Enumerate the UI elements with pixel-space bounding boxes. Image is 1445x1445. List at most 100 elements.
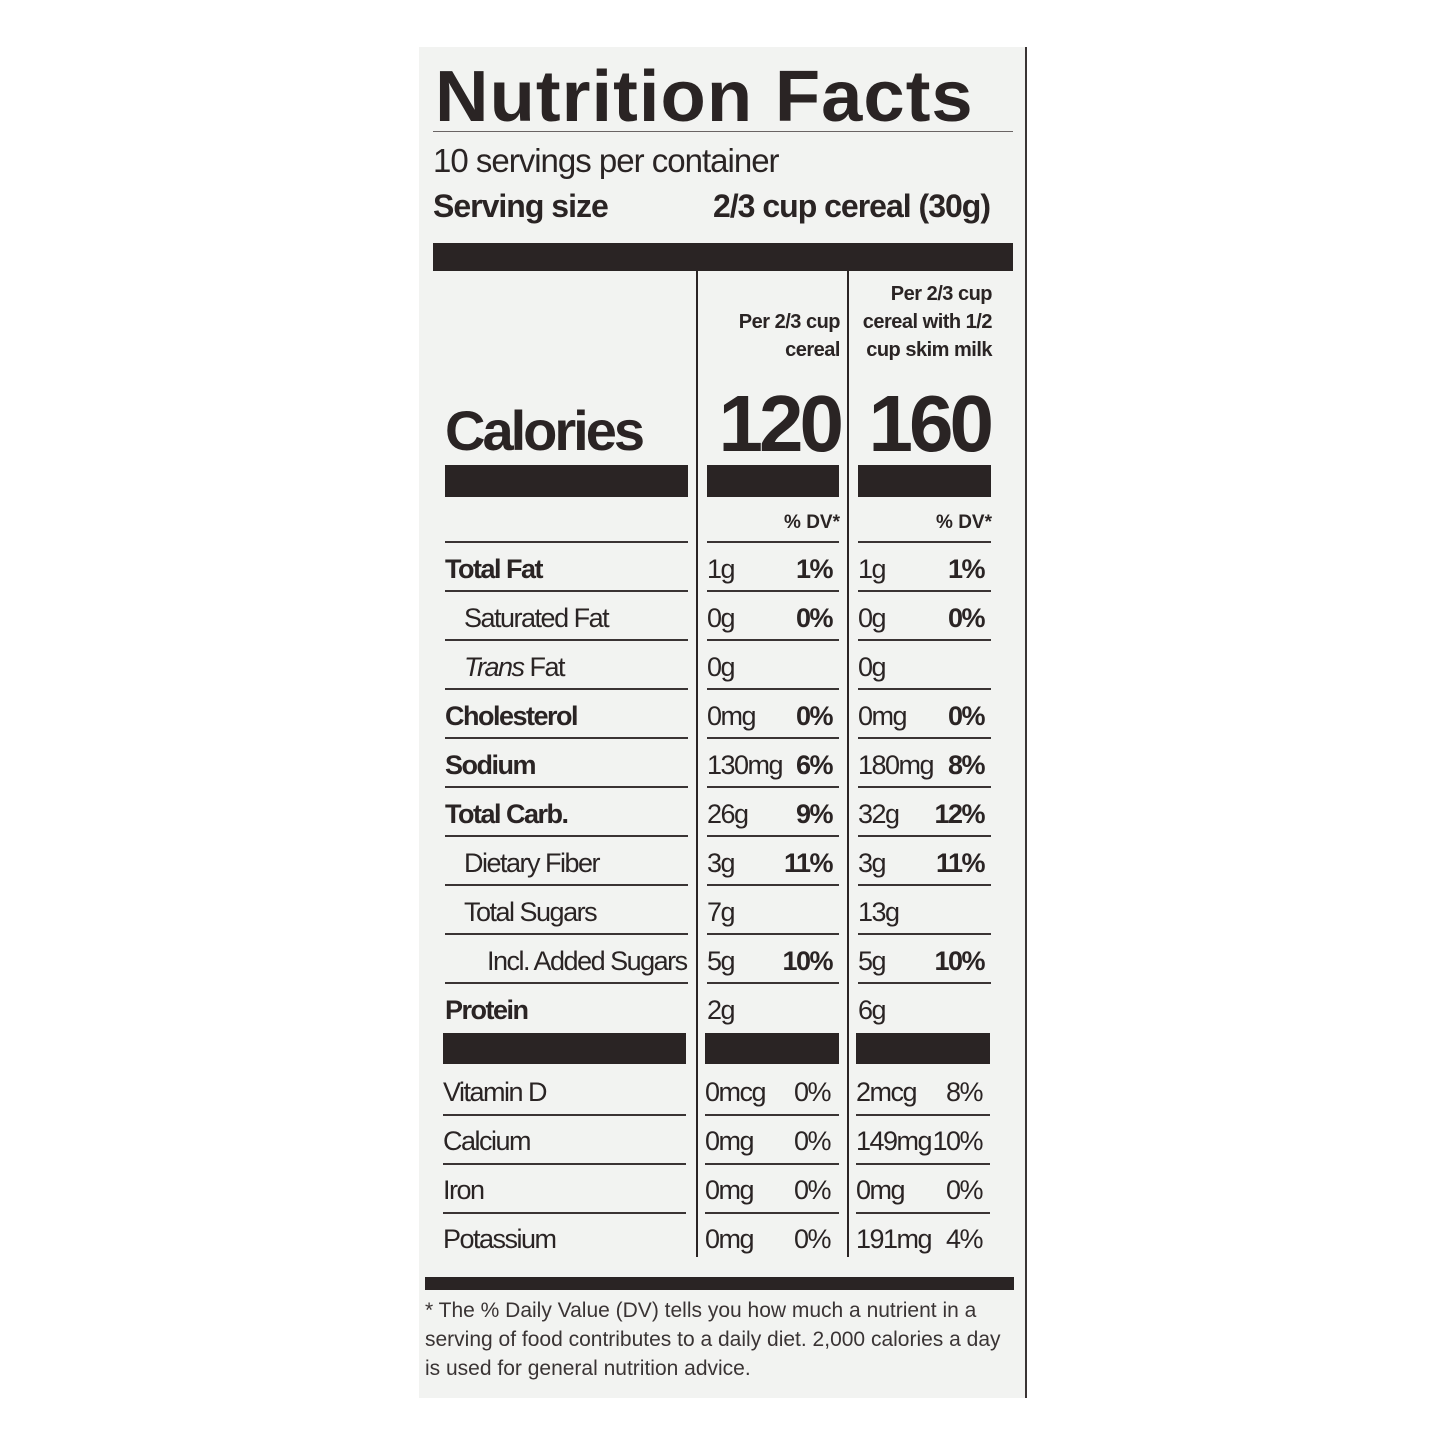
- row-divider: [707, 639, 839, 641]
- amount: 191mg: [856, 1224, 933, 1254]
- row-divider: [858, 884, 991, 886]
- row-divider: [445, 982, 688, 984]
- row-divider: [858, 737, 991, 739]
- header-line: Per 2/3 cup: [890, 283, 993, 305]
- amount: 7g: [707, 897, 736, 927]
- row-divider: [856, 1163, 990, 1165]
- daily-value: 0%: [793, 1077, 832, 1107]
- daily-value: 8%: [945, 1077, 984, 1107]
- amount: 3g: [707, 848, 736, 878]
- amount: 0mcg: [705, 1077, 767, 1107]
- amount: 3g: [858, 848, 887, 878]
- daily-value: 6%: [795, 750, 834, 780]
- daily-value: 0%: [947, 603, 986, 633]
- amount: 0mg: [858, 701, 908, 731]
- amount: 0mg: [856, 1175, 906, 1205]
- daily-value: 12%: [934, 799, 985, 829]
- row-divider: [707, 737, 839, 739]
- daily-value: 11%: [783, 848, 834, 878]
- header-line: cereal with 1/2: [862, 311, 993, 333]
- thick-divider: [445, 465, 688, 497]
- label-text: Saturated Fat: [464, 603, 610, 633]
- column-header-with-milk: Per 2/3 cup cereal with 1/2 cup skim mil…: [862, 280, 993, 364]
- label-text: Cholesterol: [445, 701, 579, 731]
- amount: 0g: [858, 652, 887, 682]
- daily-value: 0%: [793, 1224, 832, 1254]
- nutrient-label: Total Sugars: [464, 888, 598, 936]
- daily-value: 0%: [947, 701, 986, 731]
- row-divider: [705, 1212, 839, 1214]
- daily-value: 1%: [795, 554, 834, 584]
- daily-value: 0%: [793, 1126, 832, 1156]
- row-divider: [445, 639, 688, 641]
- amount: 0g: [707, 603, 736, 633]
- divider: [433, 131, 1013, 132]
- row-divider: [443, 1114, 686, 1116]
- serving-size-value: 2/3 cup cereal (30g): [712, 188, 991, 224]
- serving-size-label: Serving size: [433, 188, 609, 224]
- amount: 1g: [858, 554, 887, 584]
- label-text: Protein: [445, 995, 529, 1025]
- column-divider: [696, 270, 698, 1257]
- amount: 13g: [858, 897, 900, 927]
- vitamin-label: Iron: [443, 1175, 485, 1205]
- amount: 26g: [707, 799, 749, 829]
- nutrient-label: Incl. Added Sugars: [487, 937, 688, 985]
- thick-divider: [707, 465, 839, 497]
- amount: 32g: [858, 799, 900, 829]
- row-divider: [707, 982, 839, 984]
- amount: 0mg: [705, 1175, 755, 1205]
- row-divider: [856, 1114, 990, 1116]
- row-divider: [445, 541, 688, 543]
- daily-value: 10%: [782, 946, 833, 976]
- dv-header-cereal: % DV*: [784, 512, 840, 533]
- thick-divider: [858, 465, 991, 497]
- amount: 180mg: [858, 750, 935, 780]
- label-text: Sodium: [445, 750, 537, 780]
- header-line: Per 2/3 cup: [738, 311, 841, 333]
- row-divider: [707, 688, 839, 690]
- row-divider: [858, 786, 991, 788]
- row-divider: [705, 1114, 839, 1116]
- amount: 0mg: [705, 1224, 755, 1254]
- amount: 5g: [707, 946, 736, 976]
- row-divider: [445, 737, 688, 739]
- vitamin-label: Vitamin D: [443, 1077, 548, 1107]
- row-divider: [858, 933, 991, 935]
- vitamin-label: Potassium: [443, 1224, 557, 1254]
- amount: 0mg: [705, 1126, 755, 1156]
- nutrient-label: Cholesterol: [445, 692, 579, 740]
- daily-value: 0%: [793, 1175, 832, 1205]
- row-divider: [705, 1163, 839, 1165]
- nutrient-label: Trans Fat: [464, 643, 566, 691]
- row-divider: [443, 1163, 686, 1165]
- footnote: * The % Daily Value (DV) tells you how m…: [425, 1299, 1001, 1380]
- amount: 1g: [707, 554, 736, 584]
- nutrient-label: Sodium: [445, 741, 537, 789]
- row-divider: [858, 688, 991, 690]
- row-divider: [445, 786, 688, 788]
- thick-divider: [425, 1277, 1014, 1290]
- thick-divider: [705, 1033, 839, 1064]
- row-divider: [858, 982, 991, 984]
- amount: 130mg: [707, 750, 784, 780]
- column-header-cereal: Per 2/3 cup cereal: [738, 308, 841, 364]
- label-text: Total Carb.: [445, 799, 569, 829]
- daily-value: 1%: [947, 554, 986, 584]
- row-divider: [445, 688, 688, 690]
- header-line: cup skim milk: [866, 339, 992, 361]
- row-divider: [858, 835, 991, 837]
- row-divider: [858, 541, 991, 543]
- label-italic: Trans: [464, 652, 525, 682]
- daily-value: 9%: [795, 799, 834, 829]
- row-divider: [445, 884, 688, 886]
- daily-value: 10%: [934, 946, 985, 976]
- row-divider: [707, 786, 839, 788]
- daily-value: 0%: [945, 1175, 984, 1205]
- row-divider: [443, 1212, 686, 1214]
- thick-divider: [433, 243, 1013, 271]
- row-divider: [856, 1212, 990, 1214]
- row-divider: [858, 590, 991, 592]
- nutrient-label: Total Fat: [445, 545, 544, 593]
- row-divider: [707, 933, 839, 935]
